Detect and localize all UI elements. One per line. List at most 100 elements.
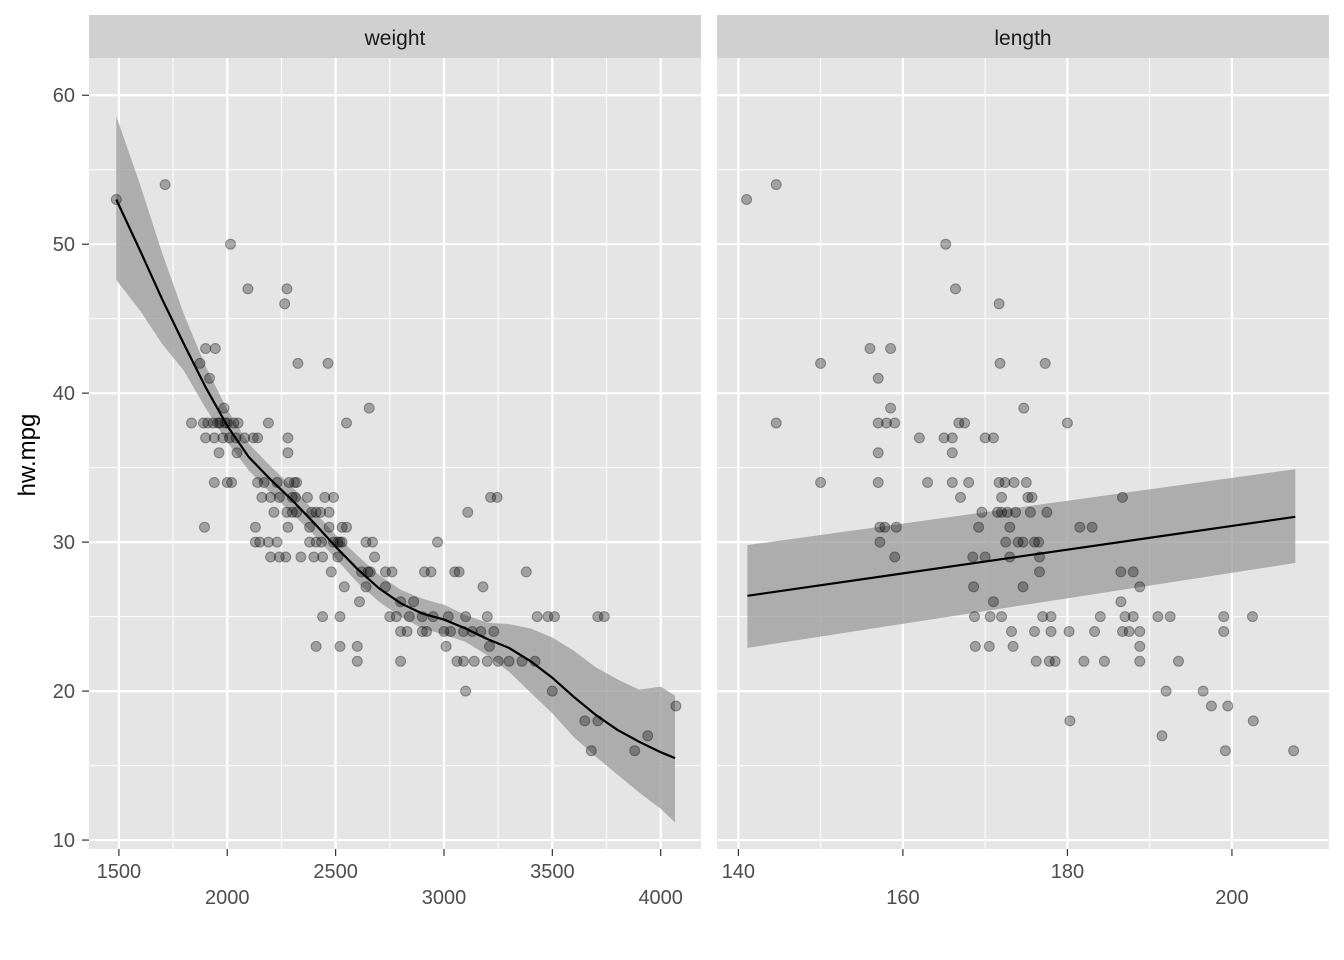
data-point bbox=[1134, 581, 1146, 593]
data-point bbox=[976, 506, 988, 518]
data-point bbox=[338, 581, 350, 593]
y-tick-label: 40 bbox=[53, 383, 75, 405]
data-point bbox=[194, 357, 206, 369]
data-point bbox=[1078, 655, 1090, 667]
data-point bbox=[432, 536, 443, 548]
data-point bbox=[288, 477, 300, 488]
data-point bbox=[440, 640, 452, 652]
data-point bbox=[815, 357, 827, 369]
data-point bbox=[1127, 611, 1139, 623]
data-point bbox=[231, 447, 243, 459]
data-point bbox=[308, 551, 320, 563]
data-point bbox=[323, 521, 335, 533]
data-point bbox=[1063, 626, 1075, 637]
data-point bbox=[1010, 506, 1022, 518]
y-tick-label: 20 bbox=[53, 681, 75, 703]
data-point bbox=[946, 432, 958, 444]
data-point bbox=[488, 626, 500, 637]
data-point bbox=[579, 715, 591, 727]
data-point bbox=[249, 536, 261, 548]
data-point bbox=[585, 745, 597, 757]
facet-strip-label: weight bbox=[364, 27, 426, 50]
data-point bbox=[252, 432, 264, 444]
data-point bbox=[1115, 596, 1127, 608]
data-point bbox=[1098, 655, 1110, 667]
facet-strip bbox=[717, 15, 1329, 58]
data-point bbox=[1012, 536, 1024, 548]
data-point bbox=[546, 685, 558, 697]
data-point bbox=[1039, 357, 1051, 369]
x-tick-label: 160 bbox=[886, 887, 919, 909]
x-tick-label: 140 bbox=[722, 861, 755, 883]
data-point bbox=[872, 417, 884, 429]
data-point bbox=[328, 491, 339, 503]
data-point bbox=[310, 506, 322, 518]
data-point bbox=[310, 536, 322, 548]
data-point bbox=[938, 432, 950, 444]
data-point bbox=[282, 447, 294, 459]
x-tick-label: 2500 bbox=[313, 861, 358, 883]
data-point bbox=[1061, 417, 1073, 429]
data-point bbox=[1219, 745, 1231, 757]
data-point bbox=[770, 179, 782, 191]
x-tick-label: 180 bbox=[1051, 861, 1084, 883]
data-point bbox=[282, 432, 294, 444]
data-point bbox=[520, 566, 532, 578]
data-point bbox=[741, 194, 753, 205]
data-point bbox=[1017, 581, 1029, 593]
data-point bbox=[889, 417, 901, 429]
data-point bbox=[872, 477, 884, 488]
data-point bbox=[1086, 521, 1098, 533]
data-point bbox=[629, 745, 641, 757]
data-point bbox=[315, 506, 326, 518]
data-point bbox=[1030, 655, 1042, 667]
data-point bbox=[946, 447, 958, 459]
data-point bbox=[416, 626, 428, 637]
data-point bbox=[232, 417, 244, 429]
data-point bbox=[364, 566, 376, 578]
data-point bbox=[367, 536, 378, 548]
data-point bbox=[1074, 521, 1086, 533]
data-point bbox=[295, 551, 307, 563]
data-point bbox=[286, 506, 298, 518]
y-tick-label: 60 bbox=[53, 85, 75, 107]
data-point bbox=[1127, 566, 1139, 578]
data-point bbox=[217, 432, 229, 444]
data-point bbox=[317, 551, 329, 563]
data-point bbox=[334, 536, 346, 548]
data-point bbox=[1205, 700, 1217, 712]
data-point bbox=[967, 551, 979, 563]
data-point bbox=[481, 655, 493, 667]
data-point bbox=[208, 432, 220, 444]
data-point bbox=[460, 685, 472, 697]
data-point bbox=[332, 551, 344, 563]
data-point bbox=[283, 477, 295, 488]
data-point bbox=[1001, 506, 1013, 518]
data-point bbox=[1117, 491, 1128, 503]
data-point bbox=[1134, 626, 1146, 637]
data-point bbox=[247, 432, 259, 444]
data-point bbox=[969, 640, 981, 652]
panel-length: length 140 180 160 200 bbox=[717, 15, 1329, 909]
data-point bbox=[279, 298, 291, 310]
data-point bbox=[946, 477, 958, 488]
data-point bbox=[390, 611, 402, 623]
data-point bbox=[881, 417, 892, 429]
data-point bbox=[1008, 477, 1020, 488]
data-point bbox=[1064, 715, 1076, 727]
data-point bbox=[319, 491, 331, 503]
data-point bbox=[992, 506, 1003, 518]
data-point bbox=[874, 521, 886, 533]
data-point bbox=[317, 611, 329, 623]
x-tick-label: 2000 bbox=[205, 887, 250, 909]
data-point bbox=[815, 477, 827, 488]
data-point bbox=[354, 596, 365, 608]
data-point bbox=[874, 536, 886, 548]
data-point bbox=[1026, 491, 1038, 503]
data-point bbox=[1123, 626, 1135, 637]
data-point bbox=[460, 611, 472, 623]
data-point bbox=[1222, 700, 1234, 712]
data-point bbox=[1134, 655, 1146, 667]
data-point bbox=[492, 655, 504, 667]
data-point bbox=[380, 566, 391, 578]
